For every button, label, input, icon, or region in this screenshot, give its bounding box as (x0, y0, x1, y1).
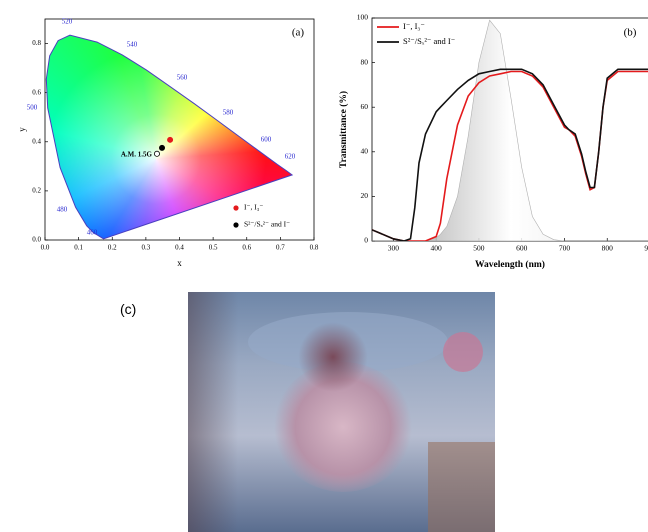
y-axis-label: Transmittance (%) (338, 91, 349, 168)
x-tick-label: 0.2 (108, 244, 117, 252)
x-tick-label: 300 (388, 244, 400, 253)
locus-label: 600 (261, 136, 272, 144)
y-tick-label: 40 (361, 147, 369, 156)
locus-label: 480 (57, 206, 68, 214)
area (372, 19, 648, 241)
locus-label: 560 (177, 74, 188, 82)
y-tick-label: 0.8 (32, 39, 41, 47)
y-tick-label: 100 (357, 13, 369, 22)
y-axis-label: y (17, 127, 27, 132)
y-tick-label: 20 (361, 191, 369, 200)
data-point (153, 150, 160, 157)
locus-label: 580 (223, 109, 234, 117)
y-tick-label: 0.6 (32, 88, 41, 96)
data-point (159, 144, 166, 151)
legend-label: I⁻, I₃⁻ (403, 21, 425, 31)
panel-label: (c) (120, 301, 137, 317)
y-tick-label: 0.4 (32, 137, 41, 145)
legend-label: S²⁻/Sₓ²⁻ and I⁻ (403, 36, 456, 46)
figure: 0.0 0.1 0.2 0.3 0.4 0.5 0.6 0.7 0.8 0.0 0.2 0.4 0.6 0… (17, 13, 648, 270)
x-tick-label: 0.1 (74, 244, 83, 252)
x-tick-label: 0.0 (41, 244, 50, 252)
x-tick-label: 800 (602, 244, 614, 253)
locus-label: 500 (27, 104, 38, 112)
x-axis-label: Wavelength (nm) (475, 259, 545, 270)
locus-label: 520 (62, 18, 73, 26)
x-tick-label: 400 (431, 244, 443, 253)
y-tick-label: 80 (361, 57, 369, 66)
x-tick-label: 900 (644, 244, 648, 253)
locus-label: 540 (127, 41, 138, 49)
plot-area (372, 19, 648, 241)
x-tick-label: 700 (559, 244, 571, 253)
x-tick-label: 0.7 (276, 244, 285, 252)
x-tick-label: 0.5 (209, 244, 218, 252)
spectral-locus (45, 34, 294, 240)
y-tick-label: 0.0 (32, 236, 41, 244)
legend-label: I⁻, I₃⁻ (244, 203, 263, 212)
legend-label: S²⁻/Sₓ²⁻ and I⁻ (244, 220, 290, 229)
x-tick-label: 0.6 (242, 244, 251, 252)
legend-marker (233, 205, 239, 211)
legend-marker (233, 222, 239, 228)
x-tick-label: 500 (473, 244, 485, 253)
x-axis-label: x (177, 258, 182, 268)
line (372, 68, 648, 241)
x-tick-label: 0.8 (310, 244, 319, 252)
annotation: A.M. 1.5G (121, 150, 153, 158)
photo (188, 292, 495, 532)
panel-label: (a) (292, 27, 305, 39)
data-point (167, 136, 174, 143)
x-tick-label: 0.4 (175, 244, 184, 252)
panel-label: (b) (624, 27, 637, 39)
locus-label: 620 (285, 153, 296, 161)
y-tick-label: 0.2 (32, 186, 41, 194)
x-tick-label: 600 (516, 244, 528, 253)
y-tick-label: 60 (361, 102, 369, 111)
locus-label: 460 (87, 229, 98, 237)
y-tick-label: 0 (364, 236, 368, 245)
x-tick-label: 0.3 (142, 244, 151, 252)
